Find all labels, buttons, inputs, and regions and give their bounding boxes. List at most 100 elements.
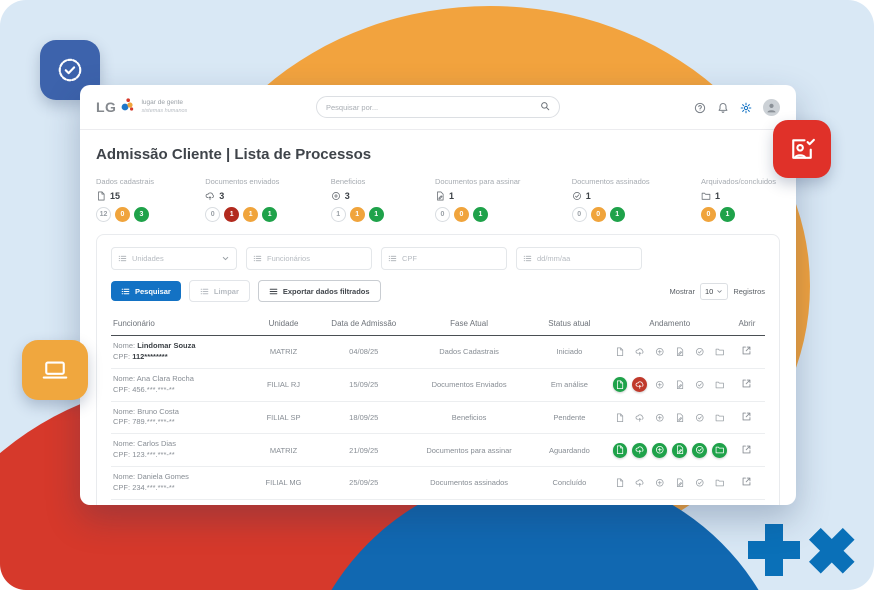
column-header[interactable]: Data de Admissão [317, 315, 410, 336]
plus-circle-icon [655, 380, 664, 389]
process-table: Funcionário Unidade Data de Admissão Fase A… [111, 315, 765, 505]
bell-icon[interactable] [717, 101, 729, 113]
user-avatar[interactable] [763, 98, 780, 116]
stat-count: 1 [435, 191, 520, 201]
person-check-icon [787, 134, 817, 164]
search-placeholder: Pesquisar por... [326, 102, 379, 112]
phase-cell: Beneficios [409, 401, 529, 435]
progress-step [612, 377, 628, 393]
progress-step [692, 344, 707, 359]
table-row[interactable]: Nome: Carlos Dias CPF: 123.***.***-** MA… [111, 433, 765, 467]
doc-icon [617, 380, 624, 389]
check-circle-icon [572, 192, 581, 200]
status-count-badge: 0 [571, 207, 587, 222]
help-icon[interactable] [694, 101, 706, 114]
table-row[interactable]: Nome: Bruno Costa CPF: 789.***.***-** FI… [111, 401, 765, 435]
column-header[interactable]: Unidade [249, 315, 318, 336]
employee-cell: Nome: Daniela Gomes CPF: 234.***.***-** [111, 466, 250, 500]
plus-circle-icon [331, 192, 340, 200]
export-button[interactable]: Exportar dados filtrados [257, 280, 381, 302]
folder-icon [715, 414, 724, 421]
stat-label: Dados cadastrais [96, 177, 154, 186]
status-cell: Iniciado [528, 335, 611, 369]
open-cell [728, 433, 765, 467]
cloud-up-icon [635, 479, 644, 487]
open-icon [743, 412, 751, 421]
stat-count: 1 [701, 191, 776, 201]
status-count-badge: 1 [719, 207, 735, 222]
list-icon [118, 255, 127, 262]
cloud-up-icon [635, 446, 644, 455]
column-header[interactable]: Funcionário [111, 315, 250, 336]
column-header[interactable]: Fase Atual [409, 315, 529, 336]
open-file-icon[interactable] [741, 378, 752, 389]
employee-cell: Nome: Ana Clara Rocha CPF: 456.***.***-*… [111, 368, 250, 402]
page-size-control: Mostrar 10 Registros [670, 282, 765, 300]
open-file-icon[interactable] [741, 444, 752, 455]
cloud-up-icon [205, 192, 215, 201]
seal-check-icon [55, 55, 85, 85]
logo-dots-icon [120, 97, 135, 118]
doc-edit-icon [676, 380, 683, 389]
settings-gear-icon[interactable] [740, 101, 752, 114]
column-header[interactable]: Andamento [610, 315, 729, 336]
progress-step [632, 377, 648, 393]
unit-cell: FILIAL RJ [249, 368, 318, 402]
app-window: LG lugar de gente sistemas humanos Pesqu… [80, 85, 796, 505]
table-row[interactable]: Nome: Daniela Gomes CPF: 234.***.***-** … [111, 466, 765, 500]
progress-step [692, 442, 707, 458]
status-count-badge: 1 [368, 207, 384, 222]
column-header[interactable]: Status atual [528, 315, 611, 336]
header-actions [590, 98, 780, 116]
filter-funcionrios-input[interactable]: Funcionários [246, 247, 372, 270]
progress-cell [610, 401, 729, 435]
open-cell [728, 466, 765, 500]
status-count-badge: 0 [115, 207, 130, 222]
global-search-input[interactable]: Pesquisar por... [316, 96, 560, 118]
status-cell: Em análise [528, 368, 611, 402]
status-count-badge: 1 [609, 207, 625, 222]
progress-step [692, 410, 707, 425]
progress-step [692, 377, 707, 392]
clear-button[interactable]: Limpar [188, 280, 250, 302]
doc-edit-icon [676, 478, 683, 488]
check-circle-icon [695, 348, 704, 356]
open-file-icon[interactable] [741, 345, 752, 356]
page-size-select[interactable]: 10 [699, 282, 729, 300]
progress-step [652, 475, 667, 490]
search-button[interactable]: Pesquisar [111, 281, 181, 301]
column-header[interactable]: Abrir [728, 315, 765, 336]
progress-cell [610, 466, 729, 500]
progress-cell [610, 335, 729, 369]
progress-step [672, 377, 687, 392]
open-cell [728, 499, 765, 505]
stat-badges: 12 0 3 [96, 207, 154, 222]
check-circle-icon [695, 446, 704, 454]
doc-edit-icon [437, 191, 444, 201]
logo-tagline: sistemas humanos [141, 107, 188, 114]
open-file-icon[interactable] [741, 476, 752, 487]
open-file-icon[interactable] [741, 411, 752, 422]
progress-step [712, 410, 727, 425]
doc-icon [617, 347, 624, 357]
table-row[interactable]: Nome: Eduardo Lima CPF: 567.***.***-** F… [111, 499, 765, 505]
unit-cell: FILIAL BA [249, 499, 318, 505]
filter-unidades-input[interactable]: Unidades [111, 247, 237, 270]
table-row[interactable]: Nome: Ana Clara Rocha CPF: 456.***.***-*… [111, 368, 765, 402]
check-circle-icon [695, 479, 704, 487]
cross-shape [794, 517, 865, 588]
progress-step [652, 410, 667, 425]
status-count-badge: 3 [134, 207, 149, 222]
employee-cell: Nome: Eduardo Lima CPF: 567.***.***-** [111, 499, 250, 505]
stat-label: Documentos assinados [571, 177, 650, 186]
progress-step [632, 410, 647, 425]
filter-ddmmaa-input[interactable]: dd/mm/aa [516, 247, 642, 270]
doc-icon [617, 445, 624, 455]
table-row[interactable]: Nome: Lindomar Souza CPF: 112******** MA… [111, 335, 765, 369]
progress-step [672, 442, 688, 458]
employee-cell: Nome: Carlos Dias CPF: 123.***.***-** [111, 433, 250, 467]
filter-cpf-input[interactable]: CPF [381, 247, 507, 270]
progress-step [712, 475, 727, 490]
